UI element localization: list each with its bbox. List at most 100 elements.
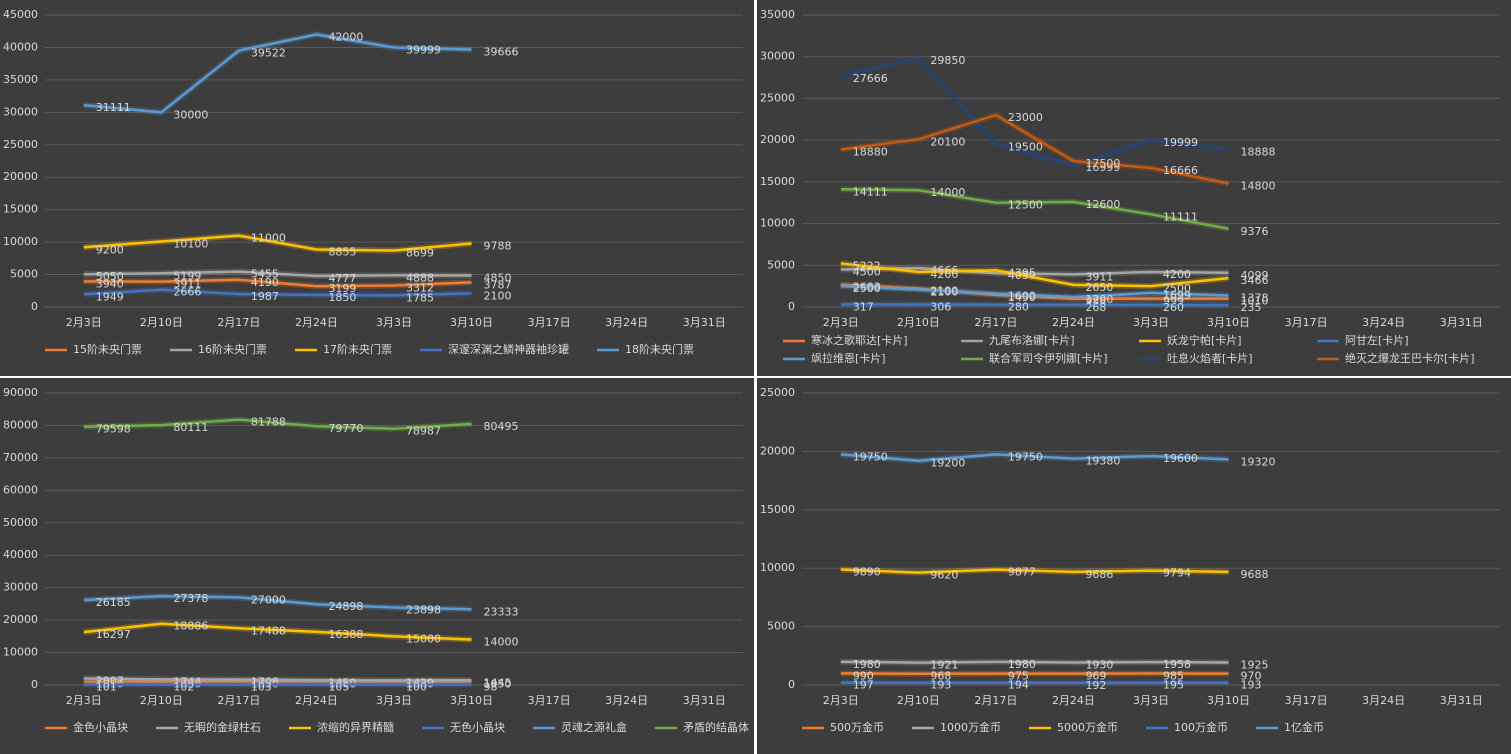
data-label: 3787 <box>484 278 512 291</box>
data-label: 9794 <box>1163 567 1191 580</box>
series-line <box>83 33 472 114</box>
data-label: 16666 <box>1163 164 1198 177</box>
x-tick-label: 2月17日 <box>974 694 1017 707</box>
data-label: 3940 <box>96 277 124 290</box>
data-label: 3466 <box>1241 274 1269 287</box>
data-label: 968 <box>930 670 951 683</box>
data-label: 1445 <box>484 676 512 689</box>
x-tick-label: 2月10日 <box>897 316 940 329</box>
data-label: 975 <box>1008 670 1029 683</box>
y-tick-label: 25000 <box>3 138 38 151</box>
x-tick-label: 2月24日 <box>1052 316 1095 329</box>
data-label: 79598 <box>96 423 131 436</box>
legend-label: 寒冰之歌耶达[卡片] <box>811 333 908 347</box>
data-label: 19750 <box>1008 450 1043 463</box>
data-label: 9376 <box>1241 225 1269 238</box>
data-label: 14800 <box>1241 180 1276 193</box>
data-label: 1980 <box>1008 658 1036 671</box>
data-label: 1949 <box>96 290 124 303</box>
series-line <box>83 288 472 297</box>
legend-label: 17阶未央门票 <box>323 342 392 356</box>
data-label: 4888 <box>406 271 434 284</box>
series-line <box>83 594 472 611</box>
y-tick-label: 0 <box>31 678 38 691</box>
data-label: 4850 <box>484 272 512 285</box>
data-label: 14000 <box>930 186 965 199</box>
data-label: 1200 <box>1085 293 1113 306</box>
y-tick-label: 5000 <box>767 620 795 633</box>
data-label: 9686 <box>1085 568 1113 581</box>
data-label: 3911 <box>173 278 201 291</box>
data-label: 24898 <box>328 600 363 613</box>
data-label: 80111 <box>173 421 208 434</box>
x-tick-label: 2月10日 <box>140 694 183 707</box>
x-tick-label: 2月17日 <box>217 316 260 329</box>
y-tick-label: 15000 <box>3 203 38 216</box>
data-label: 4099 <box>1241 269 1269 282</box>
data-label: 990 <box>853 669 874 682</box>
legend-label: 15阶未央门票 <box>73 342 142 356</box>
x-tick-label: 3月17日 <box>528 694 571 707</box>
legend-label: 矛盾的结晶体 <box>683 720 749 734</box>
legend-label: 16阶未央门票 <box>198 342 267 356</box>
series-line <box>83 278 472 288</box>
x-tick-label: 3月24日 <box>1362 316 1405 329</box>
x-tick-label: 2月24日 <box>1052 694 1095 707</box>
data-label: 98 <box>484 681 498 694</box>
data-label: 18886 <box>173 620 208 633</box>
data-label: 1921 <box>930 659 958 672</box>
x-tick-label: 3月24日 <box>1362 694 1405 707</box>
legend-label: 5000万金币 <box>1057 720 1118 734</box>
data-label: 18880 <box>853 145 888 158</box>
data-label: 2100 <box>930 285 958 298</box>
data-label: 31111 <box>96 101 131 114</box>
x-tick-label: 3月24日 <box>605 694 648 707</box>
series-line <box>840 660 1229 664</box>
data-label: 3911 <box>1085 270 1113 283</box>
panel-background <box>0 378 754 754</box>
data-label: 2666 <box>173 286 201 299</box>
data-label: 260 <box>1163 301 1184 314</box>
data-label: 1699 <box>1163 289 1191 302</box>
data-label: 8855 <box>328 246 356 259</box>
y-tick-label: 40000 <box>3 548 38 561</box>
data-label: 19380 <box>1085 455 1120 468</box>
data-label: 4500 <box>853 265 881 278</box>
legend-label: 1000万金币 <box>940 720 1001 734</box>
x-tick-label: 2月3日 <box>66 316 102 329</box>
x-tick-label: 3月17日 <box>1285 316 1328 329</box>
y-tick-label: 10000 <box>3 646 38 659</box>
data-label: 1785 <box>406 291 434 304</box>
legend-label: 深邃深渊之鳞神器袖珍罐 <box>448 342 569 356</box>
data-label: 2650 <box>1085 281 1113 294</box>
data-label: 1010 <box>1241 295 1269 308</box>
y-tick-label: 20000 <box>760 133 795 146</box>
data-label: 193 <box>930 679 951 692</box>
x-tick-label: 3月17日 <box>1285 694 1328 707</box>
data-label: 19500 <box>1008 140 1043 153</box>
data-label: 9620 <box>930 569 958 582</box>
data-label: 18888 <box>1241 145 1276 158</box>
data-label: 1050 <box>484 678 512 691</box>
data-label: 26185 <box>96 596 131 609</box>
data-label: 2100 <box>484 289 512 302</box>
y-tick-label: 15000 <box>760 175 795 188</box>
y-tick-label: 10000 <box>760 217 795 230</box>
legend-label: 100万金币 <box>1174 720 1228 734</box>
legend-label: 飒拉维恩[卡片] <box>811 351 886 365</box>
legend-label: 九尾布洛娜[卡片] <box>989 333 1075 347</box>
data-label: 268 <box>1085 301 1106 314</box>
data-label: 969 <box>1085 670 1106 683</box>
data-label: 235 <box>1241 301 1262 314</box>
y-tick-label: 0 <box>788 678 795 691</box>
data-label: 12500 <box>1008 199 1043 212</box>
data-label: 9788 <box>484 239 512 252</box>
data-label: 16388 <box>328 628 363 641</box>
x-tick-label: 2月3日 <box>823 316 859 329</box>
x-tick-label: 3月31日 <box>1440 316 1483 329</box>
legend-label: 阿甘左[卡片] <box>1345 334 1409 347</box>
y-tick-label: 50000 <box>3 516 38 529</box>
x-tick-label: 3月31日 <box>683 316 726 329</box>
data-label: 27000 <box>251 593 286 606</box>
data-label: 194 <box>1008 679 1029 692</box>
